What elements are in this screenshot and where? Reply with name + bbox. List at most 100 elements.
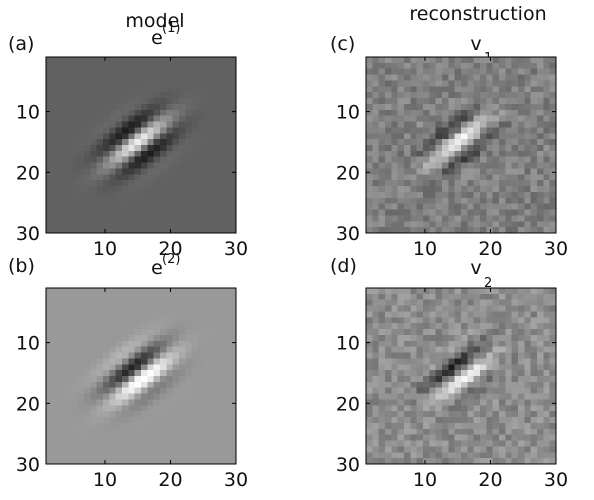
heatmap-cell [84,358,91,364]
heatmap-cell [154,192,161,198]
heatmap-cell [442,110,449,116]
heatmap-cell [185,417,192,423]
heatmap-cell [417,104,424,110]
heatmap-cell [141,192,148,198]
heatmap-cell [135,221,142,227]
heatmap-cell [84,294,91,300]
heatmap-cell [366,145,373,151]
heatmap-cell [65,186,72,192]
heatmap-cell [550,446,557,452]
heatmap-cell [192,127,199,133]
heatmap-cell [59,452,66,458]
heatmap-cell [147,151,154,157]
heatmap-cell [499,411,506,417]
heatmap-cell [154,180,161,186]
heatmap-cell [198,399,205,405]
heatmap-cell [474,92,481,98]
heatmap-cell [410,80,417,86]
heatmap-cell [109,186,116,192]
heatmap-cell [90,139,97,145]
heatmap-cell [198,69,205,75]
heatmap-cell [436,163,443,169]
heatmap-cell [46,215,53,221]
heatmap-cell [429,57,436,63]
heatmap-cell [46,186,53,192]
heatmap-cell [518,317,525,323]
heatmap-cell [179,198,186,204]
heatmap-cell [480,192,487,198]
heatmap-cell [436,399,443,405]
heatmap-cell [480,139,487,145]
heatmap-cell [505,341,512,347]
heatmap-cell [65,446,72,452]
heatmap-cell [512,157,519,163]
heatmap-cell [122,116,129,122]
heatmap-cell [204,80,211,86]
heatmap-cell [423,311,430,317]
heatmap-cell [366,376,373,382]
heatmap-cell [524,145,531,151]
heatmap-cell [122,370,129,376]
heatmap-cell [109,92,116,98]
heatmap-cell [455,423,462,429]
heatmap-cell [160,435,167,441]
heatmap-cell [543,75,550,81]
heatmap-cell [512,180,519,186]
heatmap-cell [59,317,66,323]
heatmap-cell [141,86,148,92]
heatmap-cell [78,168,85,174]
heatmap-cell [429,341,436,347]
heatmap-cell [173,382,180,388]
heatmap-cell [97,227,104,233]
heatmap-cell [97,122,104,128]
heatmap-cell [204,63,211,69]
heatmap-cell [398,353,405,359]
heatmap-cell [217,311,224,317]
heatmap-cell [480,382,487,388]
heatmap-cell [65,69,72,75]
heatmap-cell [537,423,544,429]
heatmap-cell [404,116,411,122]
heatmap-cell [230,57,237,63]
heatmap-cell [71,458,78,464]
heatmap-cell [385,423,392,429]
heatmap-cell [486,458,493,464]
heatmap-cell [505,92,512,98]
heatmap-cell [223,335,230,341]
heatmap-cell [90,180,97,186]
heatmap-cell [204,186,211,192]
heatmap-cell [217,317,224,323]
heatmap-cell [90,198,97,204]
heatmap-cell [417,429,424,435]
heatmap-cell [46,452,53,458]
heatmap-cell [537,145,544,151]
heatmap-cell [173,341,180,347]
heatmap-cell [448,399,455,405]
heatmap-cell [192,429,199,435]
heatmap-cell [71,75,78,81]
heatmap-cell [550,168,557,174]
heatmap-cell [223,133,230,139]
heatmap-cell [204,127,211,133]
heatmap-cell [442,399,449,405]
heatmap-cell [442,423,449,429]
heatmap-cell [160,294,167,300]
heatmap-cell [436,186,443,192]
heatmap-cell [379,127,386,133]
heatmap-cell [480,423,487,429]
heatmap-cell [65,133,72,139]
heatmap-cell [185,452,192,458]
heatmap-cell [90,311,97,317]
heatmap-cell [154,411,161,417]
heatmap-cell [103,174,110,180]
heatmap-cell [141,300,148,306]
heatmap-cell [52,388,59,394]
heatmap-cell [78,423,85,429]
heatmap-cell [78,98,85,104]
heatmap-cell [410,192,417,198]
heatmap-cell [448,446,455,452]
heatmap-cell [493,133,500,139]
heatmap-cell [448,198,455,204]
heatmap-cell [160,417,167,423]
heatmap-cell [141,417,148,423]
